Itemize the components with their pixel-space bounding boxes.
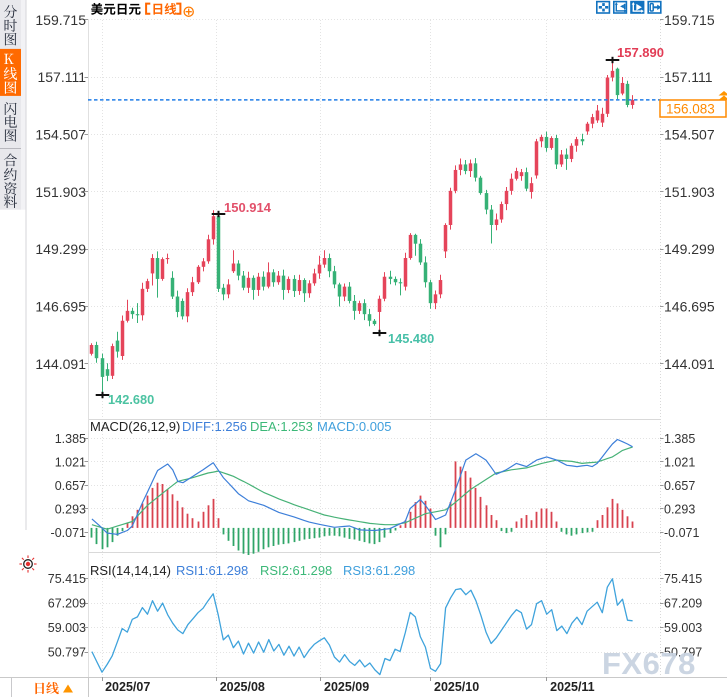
svg-text:1.021: 1.021	[664, 456, 695, 470]
svg-text:1.385: 1.385	[664, 432, 695, 446]
svg-text:RSI1:61.298: RSI1:61.298	[176, 563, 248, 578]
svg-text:150.914: 150.914	[224, 200, 272, 215]
svg-text:159.715: 159.715	[664, 12, 715, 28]
svg-text:RSI2:61.298: RSI2:61.298	[260, 563, 332, 578]
svg-text:144.091: 144.091	[35, 356, 86, 372]
svg-text:145.480: 145.480	[388, 331, 434, 346]
svg-text:149.299: 149.299	[664, 241, 715, 257]
svg-text:156.083: 156.083	[666, 102, 715, 117]
svg-text:67.209: 67.209	[664, 597, 702, 611]
svg-text:1.385: 1.385	[55, 432, 86, 446]
svg-text:2025/09: 2025/09	[324, 680, 369, 694]
svg-text:0.657: 0.657	[664, 479, 695, 493]
svg-text:59.003: 59.003	[664, 621, 702, 635]
svg-text:1.021: 1.021	[55, 456, 86, 470]
svg-text:RSI(14,14,14): RSI(14,14,14)	[90, 563, 171, 578]
svg-text:154.507: 154.507	[35, 127, 86, 143]
svg-text:2025/11: 2025/11	[550, 680, 595, 694]
svg-text:0.293: 0.293	[55, 503, 86, 517]
svg-text:DEA:1.253: DEA:1.253	[250, 419, 313, 434]
svg-text:2025/10: 2025/10	[434, 680, 479, 694]
svg-text:146.695: 146.695	[35, 299, 86, 315]
svg-text:2025/08: 2025/08	[220, 680, 265, 694]
svg-text:RSI3:61.298: RSI3:61.298	[343, 563, 415, 578]
svg-text:MACD:0.005: MACD:0.005	[317, 419, 391, 434]
svg-text:-0.071: -0.071	[664, 526, 699, 540]
svg-text:151.903: 151.903	[35, 184, 86, 200]
svg-text:0.293: 0.293	[664, 503, 695, 517]
svg-text:-0.071: -0.071	[51, 526, 86, 540]
svg-text:50.797: 50.797	[48, 646, 86, 660]
svg-text:154.507: 154.507	[664, 127, 715, 143]
svg-text:75.415: 75.415	[664, 572, 702, 586]
svg-text:MACD(26,12,9): MACD(26,12,9)	[90, 419, 180, 434]
svg-text:157.111: 157.111	[664, 69, 713, 85]
svg-text:149.299: 149.299	[35, 241, 86, 257]
svg-text:59.003: 59.003	[48, 621, 86, 635]
svg-text:0.657: 0.657	[55, 479, 86, 493]
svg-text:144.091: 144.091	[664, 356, 715, 372]
svg-text:157.111: 157.111	[37, 69, 86, 85]
svg-text:151.903: 151.903	[664, 184, 715, 200]
svg-text:50.797: 50.797	[664, 646, 702, 660]
svg-text:75.415: 75.415	[48, 572, 86, 586]
svg-text:142.680: 142.680	[108, 392, 154, 407]
svg-text:2025/07: 2025/07	[105, 680, 150, 694]
svg-text:FX678: FX678	[602, 646, 696, 681]
svg-text:DIFF:1.256: DIFF:1.256	[182, 419, 247, 434]
svg-text:157.890: 157.890	[617, 45, 664, 60]
svg-text:67.209: 67.209	[48, 597, 86, 611]
svg-text:159.715: 159.715	[35, 12, 86, 28]
svg-text:146.695: 146.695	[664, 299, 715, 315]
